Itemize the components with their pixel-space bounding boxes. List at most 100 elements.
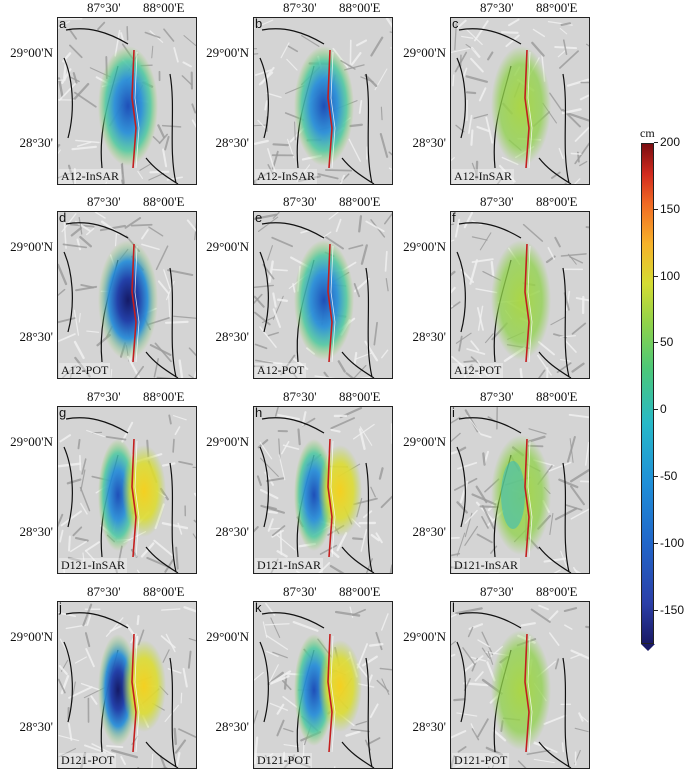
panel-letter: i: [452, 405, 455, 420]
panel-letter: e: [255, 210, 263, 225]
latitude-tick-label: 28°30': [19, 329, 53, 344]
colorbar-tick-label: 50: [653, 335, 674, 350]
latitude-tick-label: 29°00'N: [10, 239, 53, 254]
latitude-tick-label: 29°00'N: [206, 434, 249, 449]
map-panel-k: k D121-POT 87°30' 88°00'E 29°00'N 28°30': [206, 584, 393, 769]
panel-letter: g: [59, 405, 67, 420]
latitude-tick-label: 29°00'N: [206, 239, 249, 254]
latitude-tick-label: 29°00'N: [10, 629, 53, 644]
panel-label: D121-POT: [255, 753, 313, 768]
latitude-tick-label: 29°00'N: [403, 629, 446, 644]
map-panel-h: h D121-InSAR 87°30' 88°00'E 29°00'N 28°30': [206, 389, 393, 574]
longitude-tick-label: 87°30': [480, 0, 514, 15]
colorbar-tick-label: 200: [653, 135, 681, 149]
map-panel-b: b A12-InSAR 87°30' 88°00'E 29°00'N 28°30': [206, 0, 393, 185]
latitude-tick-label: 29°00'N: [403, 434, 446, 449]
latitude-tick-label: 28°30': [412, 135, 446, 150]
panel-letter: a: [59, 16, 67, 31]
deformation-map: [450, 211, 590, 379]
latitude-tick-label: 29°00'N: [206, 629, 249, 644]
deformation-map: [57, 211, 197, 379]
deformation-map: [57, 601, 197, 769]
panel-letter: k: [255, 600, 262, 615]
colorbar-tick-label: -50: [653, 469, 678, 483]
colorbar-unit-label: cm: [640, 126, 655, 140]
latitude-tick-label: 28°30': [19, 524, 53, 539]
longitude-tick-label: 87°30': [87, 389, 121, 404]
panel-letter: f: [452, 210, 456, 225]
panel-label: A12-InSAR: [255, 169, 318, 184]
panel-label: A12-InSAR: [59, 169, 122, 184]
panel-label: A12-POT: [59, 363, 111, 378]
panel-label: D121-POT: [59, 753, 117, 768]
panel-letter: j: [59, 600, 62, 615]
map-panel-c: c A12-InSAR 87°30' 88°00'E 29°00'N 28°30': [403, 0, 590, 185]
panel-letter: h: [255, 405, 263, 420]
deformation-map: [57, 17, 197, 185]
longitude-tick-label: 88°00'E: [143, 0, 185, 15]
colorbar-tick-label: -100: [653, 535, 685, 550]
map-panel-f: f A12-POT 87°30' 88°00'E 29°00'N 28°30': [403, 194, 590, 379]
colorbar-tick-label: -150: [653, 602, 685, 617]
deformation-map: [253, 601, 393, 769]
panel-letter: b: [255, 16, 263, 31]
colorbar-tick-label: 0: [654, 402, 667, 417]
colorbar: [641, 143, 654, 644]
longitude-tick-label: 88°00'E: [339, 584, 381, 599]
latitude-tick-label: 28°30': [215, 719, 249, 734]
latitude-tick-label: 28°30': [215, 524, 249, 539]
longitude-tick-label: 87°30': [283, 389, 317, 404]
deformation-map: [253, 17, 393, 185]
latitude-tick-label: 28°30': [215, 135, 249, 150]
panel-label: A12-POT: [452, 363, 504, 378]
longitude-tick-label: 87°30': [87, 584, 121, 599]
latitude-tick-label: 28°30': [412, 719, 446, 734]
map-panel-g: g D121-InSAR 87°30' 88°00'E 29°00'N 28°30': [10, 389, 197, 574]
longitude-tick-label: 88°00'E: [339, 0, 381, 15]
latitude-tick-label: 29°00'N: [403, 45, 446, 60]
longitude-tick-label: 88°00'E: [536, 0, 578, 15]
longitude-tick-label: 87°30': [480, 584, 514, 599]
longitude-tick-label: 87°30': [480, 389, 514, 404]
map-panel-d: d A12-POT 87°30' 88°00'E 29°00'N 28°30': [10, 194, 197, 379]
colorbar-tick-label: 100: [653, 268, 681, 283]
panel-label: D121-InSAR: [59, 558, 128, 573]
longitude-tick-label: 88°00'E: [536, 194, 578, 209]
colorbar-tick-label: 150: [653, 201, 681, 216]
panel-label: A12-POT: [255, 363, 307, 378]
map-panel-a: a A12-InSAR 87°30' 88°00'E 29°00'N 28°30': [10, 0, 197, 185]
deformation-map: [450, 406, 590, 574]
longitude-tick-label: 87°30': [87, 194, 121, 209]
latitude-tick-label: 29°00'N: [403, 239, 446, 254]
latitude-tick-label: 28°30': [412, 329, 446, 344]
longitude-tick-label: 88°00'E: [536, 584, 578, 599]
longitude-tick-label: 87°30': [87, 0, 121, 15]
longitude-tick-label: 88°00'E: [339, 194, 381, 209]
panel-label: D121-InSAR: [255, 558, 324, 573]
panel-letter: d: [59, 210, 67, 225]
longitude-tick-label: 87°30': [283, 0, 317, 15]
latitude-tick-label: 28°30': [19, 719, 53, 734]
panel-letter: c: [452, 16, 459, 31]
map-panel-i: i D121-InSAR 87°30' 88°00'E 29°00'N 28°30': [403, 389, 590, 574]
longitude-tick-label: 88°00'E: [536, 389, 578, 404]
latitude-tick-label: 28°30': [19, 135, 53, 150]
panel-letter: l: [452, 600, 455, 615]
map-panel-e: e A12-POT 87°30' 88°00'E 29°00'N 28°30': [206, 194, 393, 379]
map-panel-l: l D121-POT 87°30' 88°00'E 29°00'N 28°30': [403, 584, 590, 769]
latitude-tick-label: 29°00'N: [10, 434, 53, 449]
colorbar-lower-extension: [641, 644, 655, 651]
latitude-tick-label: 28°30': [215, 329, 249, 344]
panel-label: D121-POT: [452, 753, 510, 768]
latitude-tick-label: 28°30': [412, 524, 446, 539]
deformation-map: [450, 17, 590, 185]
latitude-tick-label: 29°00'N: [10, 45, 53, 60]
latitude-tick-label: 29°00'N: [206, 45, 249, 60]
longitude-tick-label: 87°30': [283, 584, 317, 599]
longitude-tick-label: 88°00'E: [143, 584, 185, 599]
panel-label: A12-InSAR: [452, 169, 515, 184]
map-panel-j: j D121-POT 87°30' 88°00'E 29°00'N 28°30': [10, 584, 197, 769]
longitude-tick-label: 88°00'E: [339, 389, 381, 404]
longitude-tick-label: 88°00'E: [143, 194, 185, 209]
deformation-map: [450, 601, 590, 769]
